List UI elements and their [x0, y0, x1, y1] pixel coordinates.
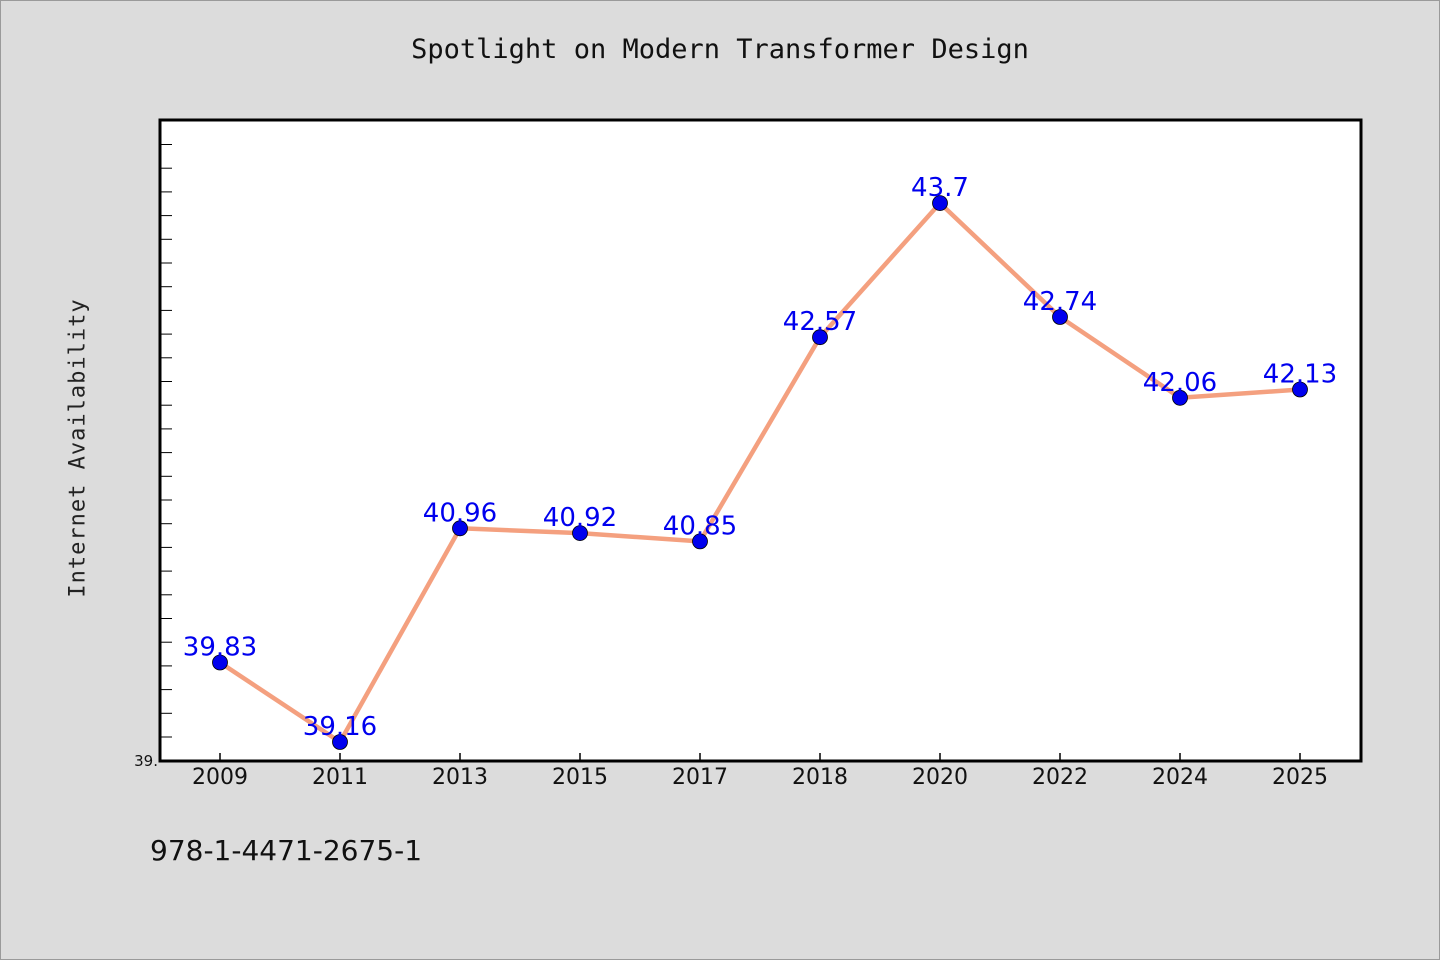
data-label: 40.96: [423, 498, 497, 528]
x-tick-label: 2009: [192, 765, 248, 790]
data-label: 39.16: [303, 712, 377, 742]
data-point: [1172, 389, 1188, 406]
x-tick-label: 2013: [432, 765, 488, 790]
y-tick-label: 39.: [134, 752, 158, 770]
data-label: 39.83: [183, 633, 257, 663]
data-label: 40.92: [543, 503, 617, 533]
x-tick-label: 2011: [312, 765, 368, 790]
data-point: [812, 329, 828, 346]
data-point: [452, 520, 468, 537]
chart-title: Spotlight on Modern Transformer Design: [411, 34, 1029, 65]
x-axis-ticks: 2009 2011 2013 2015 2017 2018 2020 2022 2024 2025: [192, 753, 1328, 790]
data-point: [212, 654, 228, 671]
data-point: [332, 734, 348, 750]
data-label: 43.7: [911, 173, 969, 203]
data-label: 42.57: [783, 307, 857, 337]
data-label: 40.85: [663, 511, 737, 541]
data-point: [1052, 309, 1068, 325]
data-labels: 39.83 39.16 40.96 40.92 40.85 42.57 43.7 42.74 4…: [183, 173, 1337, 742]
data-label: 42.13: [1263, 360, 1337, 390]
data-point: [692, 533, 708, 550]
isbn-text: 978-1-4471-2675-1: [150, 834, 423, 867]
data-point: [932, 195, 948, 212]
x-tick-label: 2025: [1272, 765, 1328, 790]
data-markers: [212, 195, 1308, 750]
x-tick-label: 2018: [792, 765, 848, 790]
data-label: 42.74: [1023, 287, 1097, 317]
data-point: [1292, 381, 1308, 398]
x-tick-label: 2017: [672, 765, 728, 790]
x-tick-label: 2015: [552, 765, 608, 790]
series-line: [218, 200, 1301, 745]
x-tick-label: 2020: [912, 765, 968, 790]
data-label: 42.06: [1143, 368, 1217, 398]
y-axis-ticks: [160, 120, 172, 738]
x-tick-label: 2022: [1032, 765, 1088, 790]
data-point: [572, 525, 588, 541]
x-tick-label: 2024: [1152, 765, 1208, 790]
